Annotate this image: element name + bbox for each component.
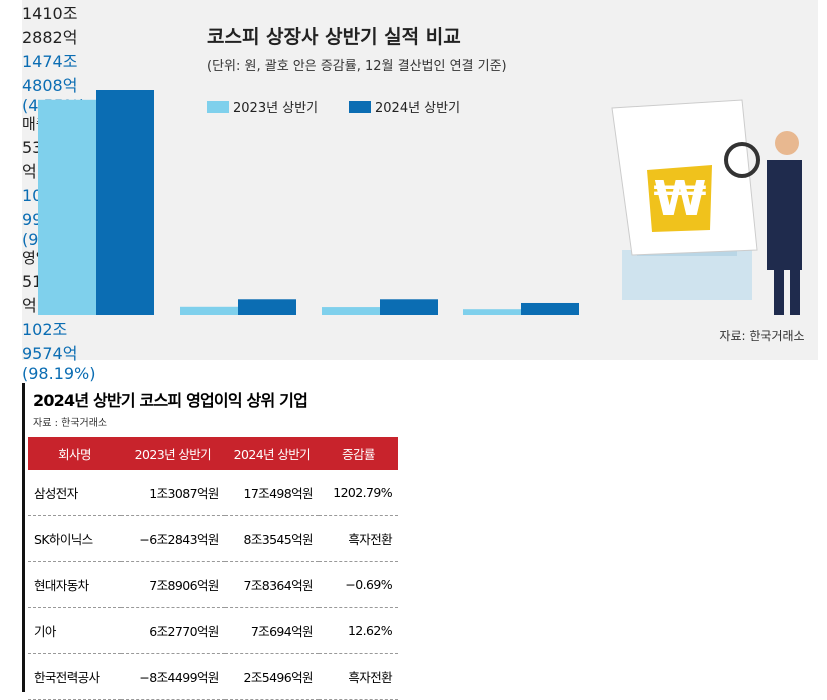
chart-title: 코스피 상장사 상반기 실적 비교	[207, 26, 461, 48]
bar	[463, 309, 521, 315]
change-label: (98.19%)	[22, 364, 96, 383]
cell: −0.69%	[318, 561, 398, 608]
cell: 7조694억원	[224, 607, 319, 654]
cell: 6조2770억원	[121, 607, 225, 654]
chart-panel: 코스피 상장사 상반기 실적 비교 (단위: 원, 괄호 안은 증감률, 12월…	[22, 0, 818, 554]
value-label: 1410조 2882억	[22, 4, 78, 47]
header-cell: 증감률	[318, 437, 398, 470]
bar	[96, 90, 154, 315]
source: 자료: 한국거래소	[719, 329, 804, 343]
bar	[180, 306, 238, 315]
header-cell: 2023년 상반기	[121, 437, 225, 470]
cell: 2조5496억원	[224, 653, 319, 700]
cell: 1조3087억원	[121, 470, 225, 516]
table: 회사명 2023년 상반기 2024년 상반기 증감률 삼성전자 1조3087억원 17조4…	[28, 437, 398, 700]
value-label: 1474조 4808억	[22, 52, 78, 95]
row: SK하이닉스 −6조2843억원 8조3545억원 흑자전환	[28, 515, 398, 562]
svg-text:₩: ₩	[654, 171, 707, 227]
cell: 7조8906억원	[121, 561, 225, 608]
row: 현대자동차 7조8906억원 7조8364억원 −0.69%	[28, 561, 398, 608]
illustration: ₩	[611, 99, 802, 315]
cell: 흑자전환	[318, 515, 398, 562]
cell: 12.62%	[318, 607, 398, 654]
header-cell: 2024년 상반기	[224, 437, 319, 470]
cell: −6조2843억원	[121, 515, 225, 562]
row: 삼성전자 1조3087억원 17조498억원 1202.79%	[28, 470, 398, 516]
cell: SK하이닉스	[28, 515, 121, 562]
cell: 삼성전자	[28, 470, 121, 516]
bar	[238, 299, 296, 315]
legend-label: 2023년 상반기	[233, 101, 318, 116]
table-title: 2024년 상반기 코스피 영업이익 상위 기업	[33, 391, 308, 410]
chart-subtitle: (단위: 원, 괄호 안은 증감률, 12월 결산법인 연결 기준)	[207, 59, 507, 74]
cell: −8조4499억원	[121, 653, 225, 700]
legend-swatch	[207, 101, 229, 113]
row: 기아 6조2770억원 7조694억원 12.62%	[28, 607, 398, 654]
bar	[38, 99, 96, 316]
bar	[521, 302, 579, 315]
chart: 코스피 상장사 상반기 실적 비교 (단위: 원, 괄호 안은 증감률, 12월…	[38, 26, 805, 343]
table-panel: 2024년 상반기 코스피 영업이익 상위 기업 자료 : 한국거래소 회사명 2…	[22, 383, 398, 700]
cell: 현대자동차	[28, 561, 121, 608]
cell: 8조3545억원	[224, 515, 319, 562]
table-source: 자료 : 한국거래소	[33, 418, 108, 429]
legend-label: 2024년 상반기	[375, 101, 460, 116]
cell: 흑자전환	[318, 653, 398, 700]
cell: 1202.79%	[318, 470, 398, 516]
cell: 7조8364억원	[224, 561, 319, 608]
bar	[380, 299, 438, 315]
legend-swatch	[349, 101, 371, 113]
row: 한국전력공사 −8조4499억원 2조5496억원 흑자전환	[28, 653, 398, 700]
cell: 기아	[28, 607, 121, 654]
header-cell: 회사명	[28, 437, 121, 470]
value-label: 102조 9574억	[22, 320, 78, 363]
cell: 17조498억원	[224, 470, 319, 516]
cell: 한국전력공사	[28, 653, 121, 700]
bar	[322, 307, 380, 315]
